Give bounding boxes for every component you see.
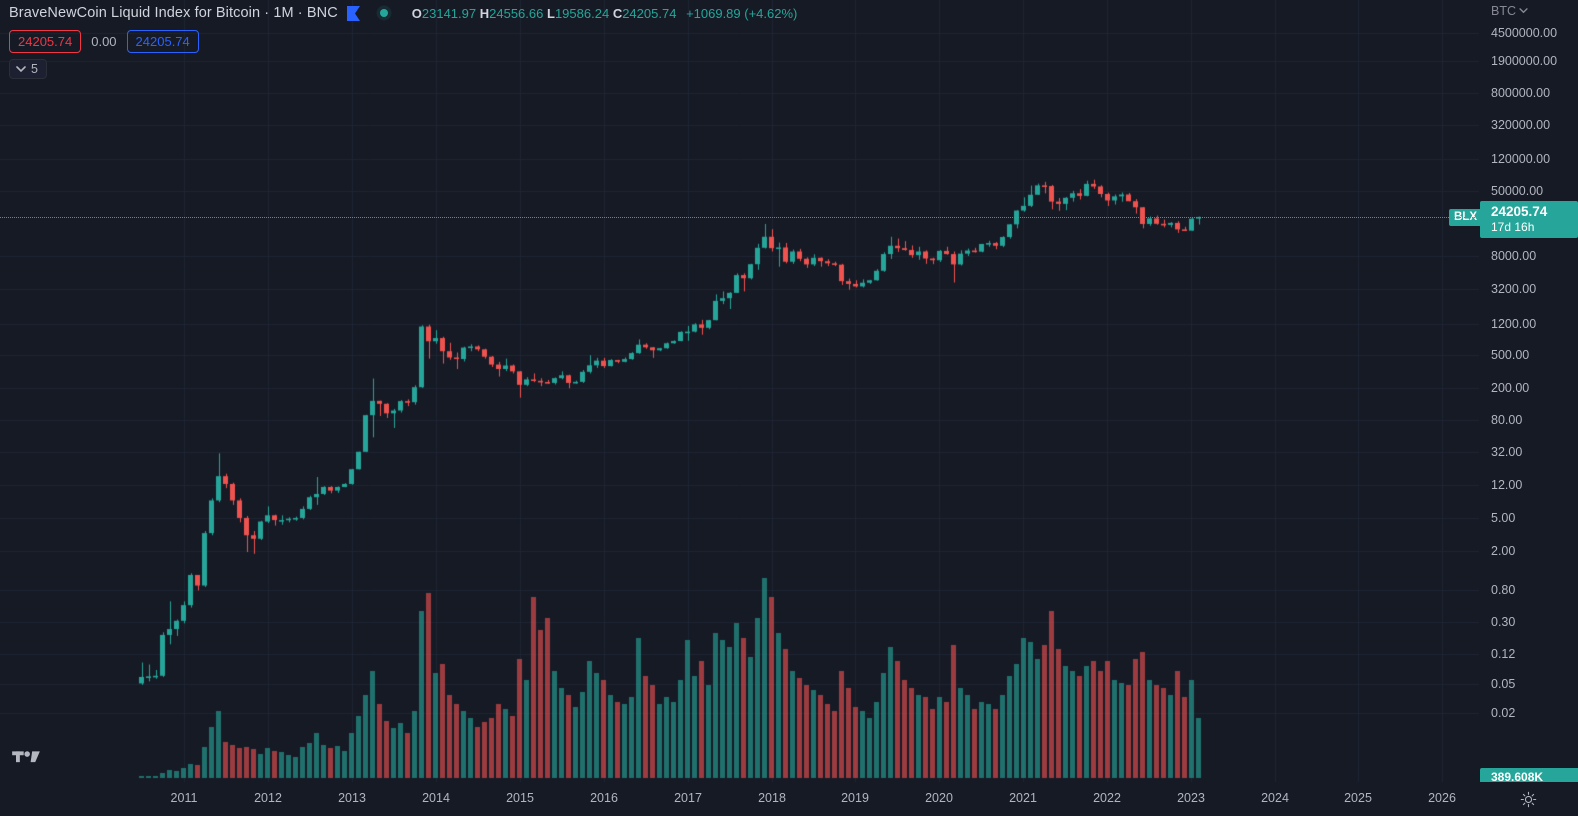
indicator-value-blue[interactable]: 24205.74 xyxy=(126,30,199,53)
price-tick: 4500000.00 xyxy=(1491,26,1558,40)
time-tick: 2026 xyxy=(1428,791,1456,805)
time-tick: 2017 xyxy=(674,791,702,805)
time-tick: 2023 xyxy=(1177,791,1205,805)
price-axis[interactable]: BTC 4500000.00 1900000.00 800000.00 320000.… xyxy=(1479,0,1578,787)
price-scale-unit[interactable]: BTC xyxy=(1491,4,1528,18)
price-tick: 1200.00 xyxy=(1491,317,1537,331)
price-tick: 0.02 xyxy=(1491,706,1516,720)
price-tick: 500.00 xyxy=(1491,348,1530,362)
candlestick-series[interactable] xyxy=(0,0,1479,782)
collapsed-indicators-button[interactable]: 5 xyxy=(9,59,47,79)
time-tick: 2011 xyxy=(170,791,198,805)
time-tick: 2013 xyxy=(338,791,366,805)
collapsed-indicators-count: 5 xyxy=(31,62,38,76)
time-tick: 2014 xyxy=(422,791,450,805)
time-tick: 2015 xyxy=(506,791,534,805)
time-tick: 2018 xyxy=(758,791,786,805)
price-tick: 5.00 xyxy=(1491,511,1516,525)
time-tick: 2016 xyxy=(590,791,618,805)
current-price-badge[interactable]: 24205.74 17d 16h xyxy=(1480,201,1578,238)
time-tick: 2025 xyxy=(1344,791,1372,805)
price-tick: 3200.00 xyxy=(1491,282,1537,296)
chevron-down-icon xyxy=(1519,8,1528,14)
price-tick: 0.80 xyxy=(1491,583,1516,597)
time-tick: 2021 xyxy=(1009,791,1037,805)
time-tick: 2024 xyxy=(1261,791,1289,805)
scale-settings-sun-icon[interactable] xyxy=(1479,782,1578,816)
price-tick: 2.00 xyxy=(1491,544,1516,558)
chart-pane[interactable] xyxy=(0,0,1479,782)
price-tick: 50000.00 xyxy=(1491,184,1544,198)
price-tick: 8000.00 xyxy=(1491,249,1537,263)
price-tick: 0.12 xyxy=(1491,647,1516,661)
price-tick: 120000.00 xyxy=(1491,152,1551,166)
price-tick: 800000.00 xyxy=(1491,86,1551,100)
price-tick: 32.00 xyxy=(1491,445,1523,459)
price-tick: 1900000.00 xyxy=(1491,54,1558,68)
price-tick: 0.30 xyxy=(1491,615,1516,629)
tradingview-logo[interactable] xyxy=(12,746,40,771)
price-tick: 320000.00 xyxy=(1491,118,1551,132)
current-price-line xyxy=(0,217,1479,218)
price-tick: 200.00 xyxy=(1491,381,1530,395)
bar-countdown: 17d 16h xyxy=(1491,220,1535,234)
time-tick: 2019 xyxy=(841,791,869,805)
indicator-legend-row: 24205.74 0.00 24205.74 xyxy=(9,30,199,53)
time-tick: 2022 xyxy=(1093,791,1121,805)
chevron-down-icon xyxy=(16,65,26,72)
time-axis[interactable]: 2011 2012 2013 2014 2015 2016 2017 2018 2019 2020… xyxy=(0,782,1479,816)
axis-corner xyxy=(1479,782,1578,816)
time-tick: 2012 xyxy=(254,791,282,805)
time-tick: 2020 xyxy=(925,791,953,805)
indicator-legend-row-collapsed: 5 xyxy=(9,59,199,79)
indicator-legend: 24205.74 0.00 24205.74 5 xyxy=(9,30,199,79)
price-tick: 12.00 xyxy=(1491,478,1523,492)
indicator-value-middle[interactable]: 0.00 xyxy=(91,34,117,49)
price-tick: 0.05 xyxy=(1491,677,1516,691)
current-price-value: 24205.74 xyxy=(1491,204,1548,219)
indicator-value-red[interactable]: 24205.74 xyxy=(9,30,82,53)
price-scale-unit-label: BTC xyxy=(1491,4,1516,18)
price-tick: 80.00 xyxy=(1491,413,1523,427)
